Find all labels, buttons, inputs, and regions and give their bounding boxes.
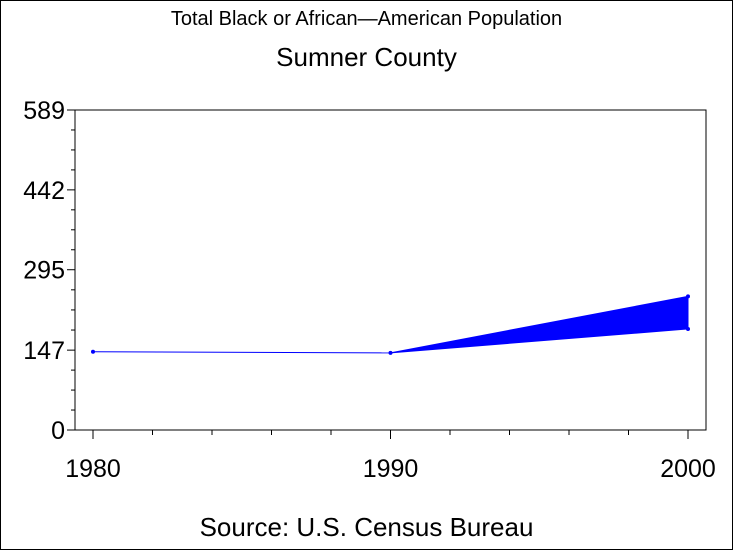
series-line xyxy=(92,351,391,354)
chart-subtitle: Sumner County xyxy=(276,42,457,72)
data-marks xyxy=(91,294,690,355)
y-tick-label: 295 xyxy=(23,257,65,285)
x-tick-label: 1990 xyxy=(363,455,419,483)
projection-band xyxy=(390,295,689,354)
data-point xyxy=(388,350,393,355)
source-note: Source: U.S. Census Bureau xyxy=(199,512,534,542)
y-axis: 0 147 295 442 589 xyxy=(23,97,75,445)
projection-point-lower xyxy=(686,326,690,331)
y-tick-label: 0 xyxy=(51,417,65,445)
plot-area xyxy=(74,109,707,431)
chart-title: Total Black or African—American Populati… xyxy=(170,8,563,30)
y-tick-label: 147 xyxy=(23,337,65,365)
data-point xyxy=(91,349,95,354)
x-tick-label: 1980 xyxy=(65,455,121,483)
projection-point-upper xyxy=(686,294,690,299)
x-tick-label: 2000 xyxy=(660,455,716,483)
y-tick-label: 442 xyxy=(23,177,65,205)
y-tick-label: 589 xyxy=(23,97,65,125)
x-axis: 1980 1990 2000 xyxy=(65,430,716,483)
